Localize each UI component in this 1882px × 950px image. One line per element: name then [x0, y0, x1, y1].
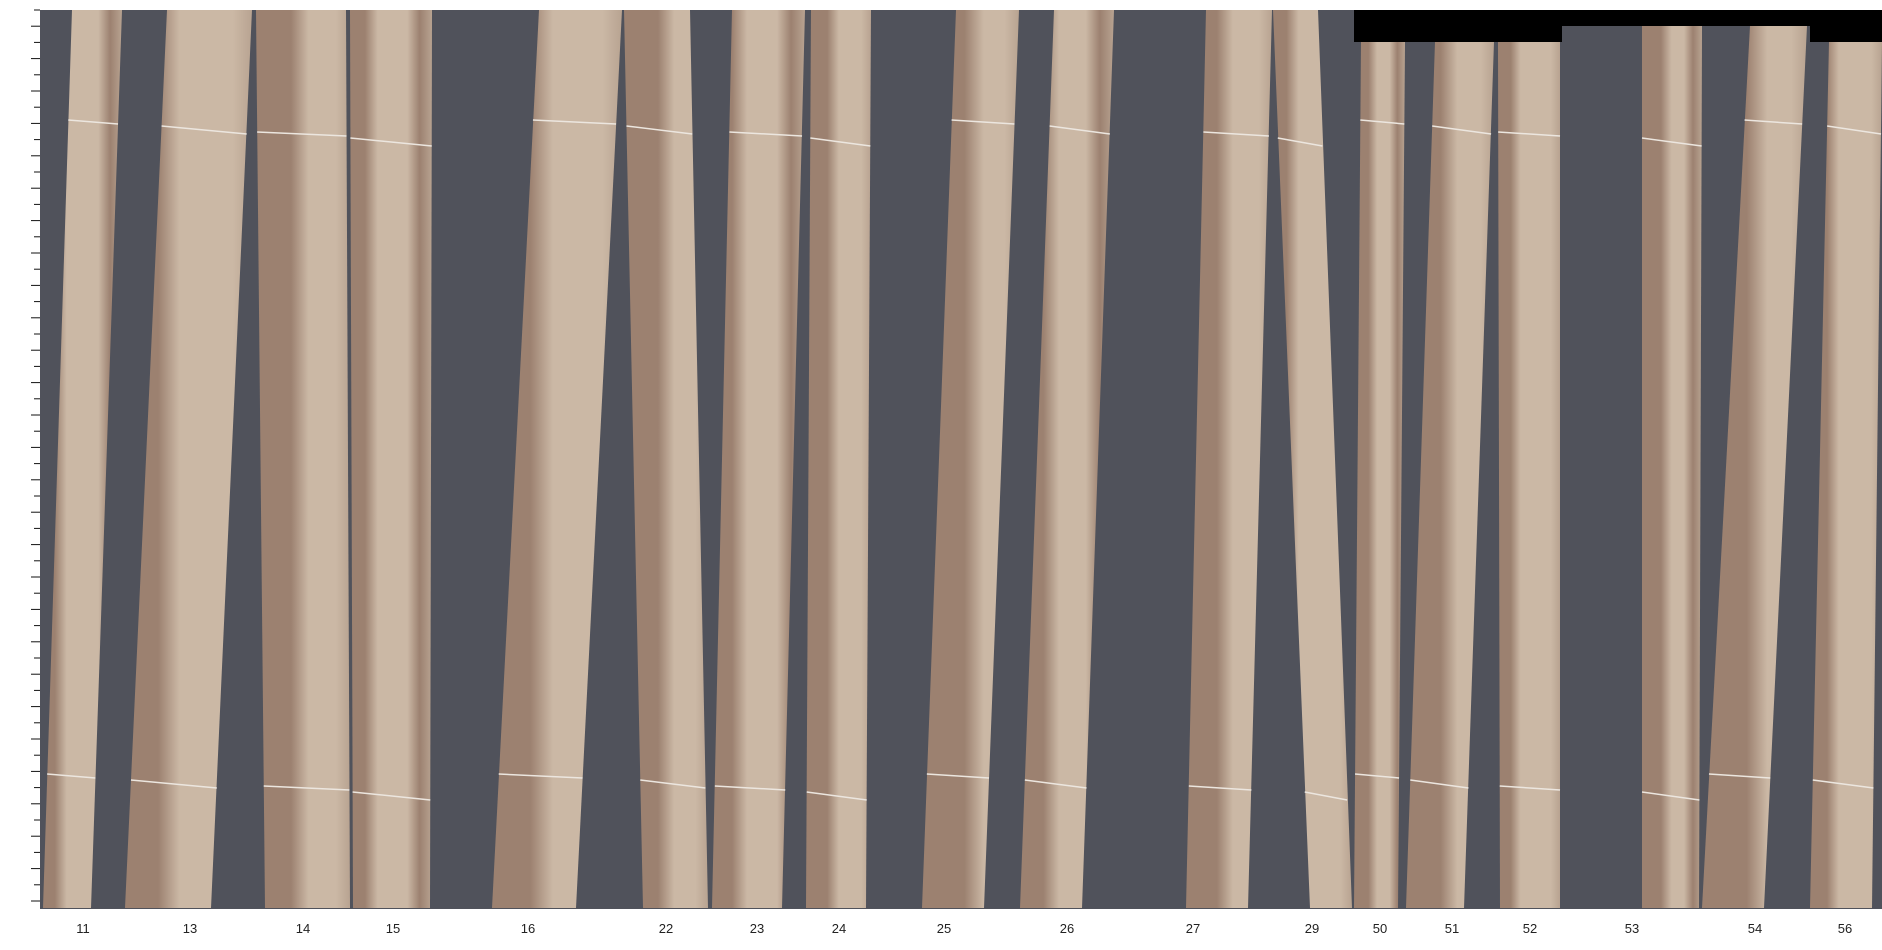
strip-label: 11 [76, 921, 90, 936]
cut-mark-line [47, 773, 96, 779]
veneer-strip [1273, 10, 1352, 908]
cut-mark-line [1188, 785, 1252, 791]
veneer-strip [624, 10, 708, 908]
cut-mark-line [1024, 779, 1087, 789]
cut-mark-line [1360, 119, 1405, 125]
cut-mark-line [714, 785, 786, 791]
cut-mark-line [130, 779, 217, 789]
cut-mark-line [640, 779, 706, 789]
strip-label: 26 [1059, 921, 1075, 936]
blank-region [1810, 10, 1882, 42]
strip-label: 13 [182, 921, 198, 936]
cut-mark-line [1708, 773, 1771, 779]
veneer-strip [1020, 10, 1114, 908]
cut-mark-line [729, 131, 803, 137]
cut-mark-line [951, 119, 1015, 125]
blank-region [1354, 10, 1562, 42]
veneer-strip [1354, 42, 1405, 908]
cut-mark-line [1498, 131, 1561, 137]
cut-mark-line [626, 125, 693, 135]
strip-label: 52 [1522, 921, 1538, 936]
strip-label: 51 [1444, 921, 1460, 936]
cut-mark-line [1812, 779, 1874, 789]
cut-mark-line [1304, 791, 1348, 801]
veneer-strip [1186, 10, 1272, 908]
veneer-strip [1406, 42, 1494, 908]
cut-mark-line [1049, 125, 1110, 135]
cut-mark-line [1499, 785, 1561, 791]
cut-mark-line [1410, 779, 1469, 789]
blank-region [1562, 10, 1810, 26]
cut-mark-line [1641, 137, 1702, 147]
strip-label: 25 [936, 921, 952, 936]
cut-mark-line [806, 791, 867, 801]
strip-label: 56 [1837, 921, 1853, 936]
blank-regions [1354, 10, 1882, 42]
cut-mark-line [498, 773, 583, 779]
strip-label: 50 [1372, 921, 1388, 936]
strip-label: 29 [1304, 921, 1320, 936]
veneer-strip [1702, 26, 1807, 908]
veneer-strip [806, 10, 871, 908]
veneer-strip [125, 10, 252, 908]
strip-label: 27 [1185, 921, 1201, 936]
strip-label: 54 [1747, 921, 1763, 936]
veneer-strip [1642, 26, 1702, 908]
cut-mark-line [1827, 125, 1882, 135]
cut-mark-line [257, 131, 347, 137]
cut-mark-line [1432, 125, 1492, 135]
veneer-strip [1498, 42, 1560, 908]
strip-label: 16 [520, 921, 536, 936]
veneer-strip [256, 10, 350, 908]
cut-mark-line [1277, 137, 1323, 147]
strip-label: 22 [658, 921, 674, 936]
cut-mark-line [350, 137, 432, 147]
cut-mark-line [1744, 119, 1803, 125]
cut-mark-line [352, 791, 431, 801]
strip-label: 15 [385, 921, 401, 936]
cut-mark-line [1354, 773, 1400, 779]
cut-mark-line [263, 785, 350, 791]
strip-label: 53 [1624, 921, 1640, 936]
cut-mark-line [68, 119, 119, 125]
veneer-strip [350, 10, 432, 908]
cut-mark-line [1203, 131, 1269, 137]
veneer-strip [43, 10, 122, 908]
cut-mark-line [810, 137, 871, 147]
cut-mark-line [161, 125, 247, 135]
cut-mark-line [1641, 791, 1700, 801]
veneer-strip [1810, 42, 1882, 908]
strip-label: 24 [831, 921, 847, 936]
strip-label: 14 [295, 921, 311, 936]
veneer-strip [922, 10, 1019, 908]
veneer-strips [43, 10, 1882, 908]
cut-mark-line [926, 773, 990, 779]
veneer-strip [712, 10, 805, 908]
veneer-strip [492, 10, 622, 908]
strip-label: 23 [749, 921, 765, 936]
cut-mark-line [532, 119, 617, 125]
y-axis-ticks [31, 9, 40, 902]
